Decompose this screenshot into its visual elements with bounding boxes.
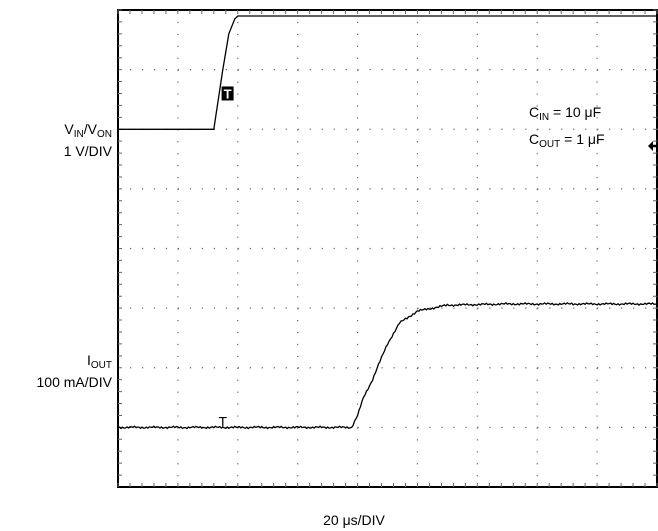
channel1-label: VIN/VON 1 V/DIV xyxy=(20,121,112,160)
trace-channel1 xyxy=(118,15,657,130)
trace-channel2 xyxy=(117,301,658,430)
grid-dot-pattern xyxy=(117,9,658,487)
grid-dots xyxy=(117,9,658,487)
channel2-name: IOUT xyxy=(87,352,112,371)
cin-annotation: CIN = 10 μF xyxy=(529,104,602,123)
trigger-markers: TT xyxy=(219,86,234,429)
cout-annotation: COUT = 1 μF xyxy=(529,131,605,150)
trigger-marker-channel1-box xyxy=(221,86,234,101)
channel2-label: IOUT 100 mA/DIV xyxy=(0,352,112,391)
channel1-name: VIN/VON xyxy=(64,121,112,140)
plot-frame xyxy=(117,9,658,488)
trigger-marker-channel1: T xyxy=(224,86,232,101)
traces xyxy=(117,15,658,430)
trigger-level-arrow-icon xyxy=(648,141,657,151)
channel2-scale: 100 mA/DIV xyxy=(36,374,112,390)
time-scale-label: 20 μs/DIV xyxy=(323,512,385,528)
channel1-scale: 1 V/DIV xyxy=(63,143,112,159)
trigger-marker-channel2: T xyxy=(219,413,228,429)
